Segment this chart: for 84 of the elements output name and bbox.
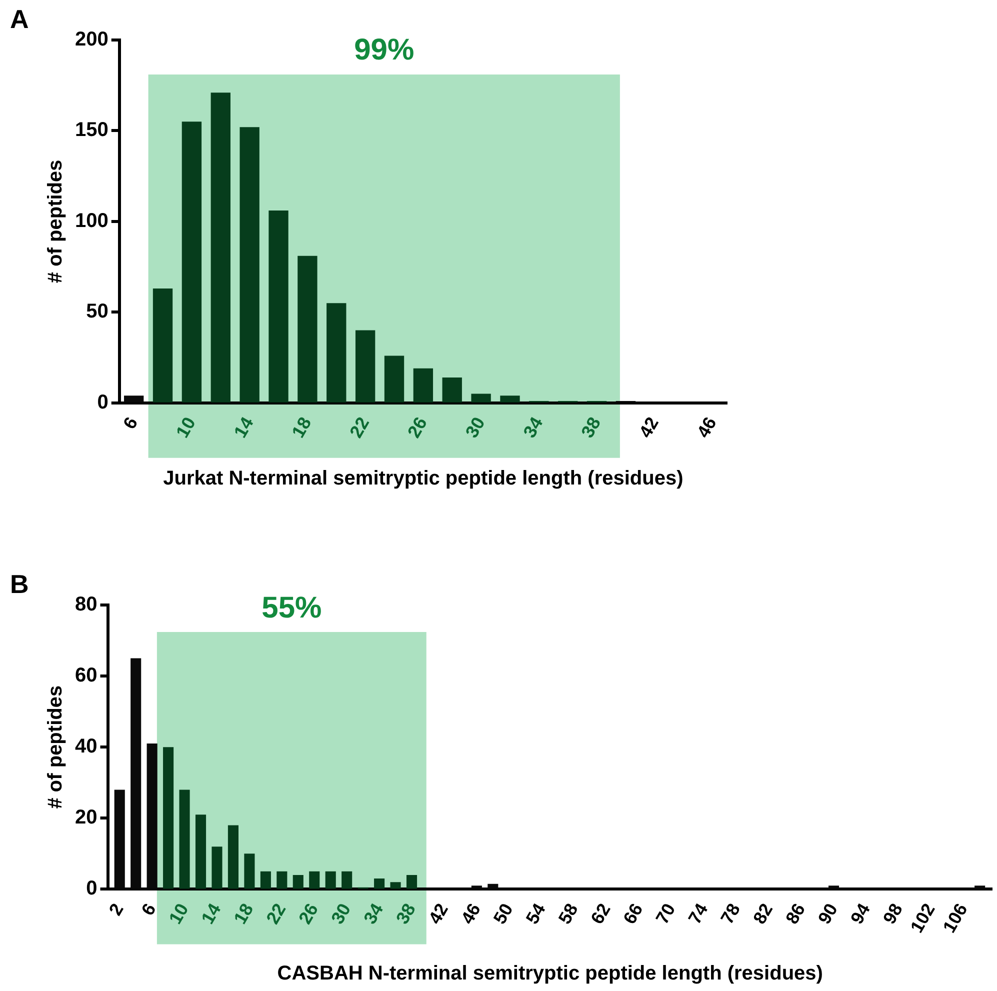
x-tick-label: 42 [635, 414, 662, 442]
y-tick-label: 80 [74, 594, 98, 616]
x-tick-label: 90 [814, 900, 842, 928]
x-tick-label: 46 [457, 900, 484, 928]
y-tick-label: 20 [74, 806, 98, 829]
bar [228, 825, 238, 889]
x-tick-label: 14 [197, 900, 225, 928]
bar [260, 871, 271, 889]
x-tick-label: 74 [684, 900, 712, 928]
x-tick-label: 38 [392, 900, 420, 928]
x-tick-label: 102 [906, 900, 939, 936]
x-tick-label: 106 [939, 900, 972, 936]
x-tick-label: 70 [652, 900, 680, 928]
bar [212, 846, 222, 889]
bar [390, 882, 401, 889]
band-label: 55% [262, 591, 322, 624]
x-tick-label: 46 [692, 414, 720, 442]
bar [442, 377, 462, 402]
bar [152, 288, 173, 402]
band-label: 99% [354, 34, 414, 67]
y-tick-label: 0 [86, 878, 98, 900]
y-tick-label: 50 [86, 300, 108, 323]
bar [413, 368, 434, 402]
x-tick-label: 34 [519, 414, 547, 442]
x-tick-label: 14 [230, 414, 258, 442]
bar [195, 814, 206, 889]
bar [292, 874, 304, 889]
x-tick-label: 18 [230, 900, 258, 928]
x-tick-label: 50 [490, 900, 517, 928]
bar [210, 92, 230, 402]
x-tick-label: 78 [716, 900, 744, 928]
y-axis-title: # of peptides [44, 685, 67, 809]
bar [326, 303, 346, 402]
x-tick-label: 82 [749, 900, 777, 928]
x-tick-label: 22 [262, 900, 290, 928]
x-axis-title: CASBAH N-terminal semitryptic peptide length (residues) [277, 962, 823, 985]
x-tick-label: 10 [172, 414, 200, 442]
bar [240, 127, 260, 402]
x-tick-label: 94 [846, 900, 874, 928]
x-tick-label: 98 [879, 900, 906, 928]
x-axis-title: Jurkat N-terminal semitryptic peptide length (residues) [163, 468, 684, 490]
y-tick-label: 40 [74, 736, 98, 758]
bar [268, 210, 288, 402]
y-tick-label: 60 [74, 664, 98, 687]
x-tick-label: 42 [424, 900, 452, 928]
x-tick-label: 66 [619, 900, 647, 928]
x-tick-label: 62 [586, 900, 614, 928]
x-tick-label: 6 [138, 900, 160, 919]
bar [276, 871, 288, 889]
y-tick-label: 200 [74, 28, 108, 51]
y-tick-label: 100 [74, 210, 108, 232]
bar [500, 396, 520, 402]
x-tick-label: 54 [522, 900, 550, 928]
x-tick-label: 2 [105, 900, 128, 919]
x-tick-label: 34 [360, 900, 388, 928]
x-tick-label: 30 [327, 900, 355, 928]
bar [384, 356, 404, 402]
y-tick-label: 0 [97, 391, 108, 414]
bar [182, 122, 202, 402]
y-axis-title: # of peptides [44, 160, 67, 284]
x-tick-label: 6 [119, 414, 142, 432]
bar [325, 871, 336, 889]
x-tick-label: 38 [577, 414, 605, 442]
bar [374, 878, 385, 889]
chart-title: B [10, 569, 29, 600]
x-tick-label: 18 [288, 414, 316, 442]
x-tick-label: 22 [346, 414, 374, 442]
bar [163, 747, 174, 889]
x-tick-label: 30 [461, 414, 489, 442]
bar [355, 330, 376, 402]
bar [179, 790, 190, 889]
x-tick-label: 26 [294, 900, 322, 928]
bar [244, 854, 255, 889]
bar [471, 394, 491, 402]
bar [342, 871, 352, 889]
y-tick-label: 150 [74, 119, 108, 142]
x-tick-label: 58 [554, 900, 582, 928]
bar [298, 256, 318, 402]
x-tick-label: 86 [782, 900, 810, 928]
bar [309, 871, 320, 889]
x-tick-label: 10 [164, 900, 192, 928]
bar [406, 874, 418, 889]
x-tick-label: 26 [404, 414, 431, 442]
chart-title: A [10, 4, 29, 34]
